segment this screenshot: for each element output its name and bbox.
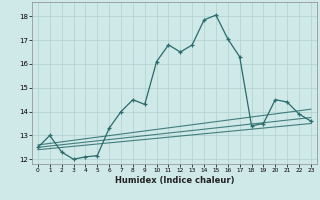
X-axis label: Humidex (Indice chaleur): Humidex (Indice chaleur) (115, 176, 234, 185)
